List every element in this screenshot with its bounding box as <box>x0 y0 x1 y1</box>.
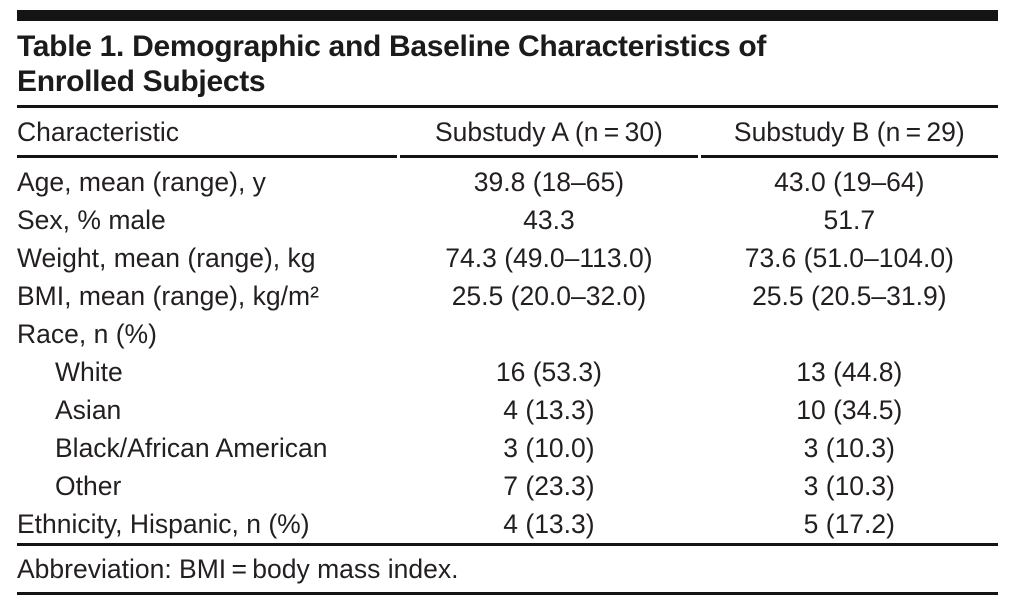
row-value-b: 43.0 (19–64) <box>774 167 925 197</box>
table-row-bmi: BMI, mean (range), kg/m² 25.5 (20.0–32.0… <box>17 277 998 315</box>
row-value-b <box>701 315 998 353</box>
row-label: Age, mean (range), y <box>17 167 266 197</box>
row-value-a: 39.8 (18–65) <box>473 167 625 197</box>
row-value-b: 73.6 (51.0–104.0) <box>744 243 954 273</box>
row-label: BMI, mean (range), kg/m² <box>17 281 319 311</box>
row-value-b: 13 (44.8) <box>796 357 903 387</box>
row-value-a: 16 (53.3) <box>495 357 602 387</box>
col-header-characteristic: Characteristic <box>17 108 398 158</box>
row-value-a: 4 (13.3) <box>503 395 595 425</box>
row-label: Sex, % male <box>17 205 166 235</box>
col-header-substudy-b: Substudy B (n = 29) <box>700 108 998 158</box>
table-row-race-black: Black/African American 3 (10.0) 3 (10.3) <box>17 429 998 467</box>
row-value-b: 25.5 (20.5–31.9) <box>752 281 947 311</box>
row-label: White <box>55 357 123 387</box>
top-rule-thick <box>17 10 998 21</box>
table-row-weight: Weight, mean (range), kg 74.3 (49.0–113.… <box>17 239 998 277</box>
row-label: Weight, mean (range), kg <box>17 243 316 273</box>
footnote-rule-top <box>17 543 998 546</box>
table-row-ethnicity: Ethnicity, Hispanic, n (%) 4 (13.3) 5 (1… <box>17 505 998 543</box>
row-value-b: 51.7 <box>823 205 876 235</box>
table-row-race-other: Other 7 (23.3) 3 (10.3) <box>17 467 998 505</box>
row-value-b: 5 (17.2) <box>803 509 895 539</box>
row-label: Race, n (%) <box>17 319 157 349</box>
row-label: Asian <box>55 395 122 425</box>
footnote: Abbreviation: BMI = body mass index. <box>17 554 459 584</box>
row-label: Other <box>55 471 122 501</box>
bottom-rule <box>17 592 998 595</box>
row-label: Black/African American <box>55 433 328 463</box>
table-row-age: Age, mean (range), y 39.8 (18–65) 43.0 (… <box>17 158 998 201</box>
demographics-table: Characteristic Substudy A (n = 30) Subst… <box>14 108 1001 543</box>
row-value-a: 3 (10.0) <box>503 433 595 463</box>
table-row-race-group: Race, n (%) <box>17 315 998 353</box>
row-value-b: 3 (10.3) <box>803 433 895 463</box>
row-value-a <box>400 315 697 353</box>
table-title: Table 1. Demographic and Baseline Charac… <box>17 30 767 98</box>
row-value-b: 10 (34.5) <box>796 395 903 425</box>
table-figure: Table 1. Demographic and Baseline Charac… <box>0 10 1015 595</box>
row-value-b: 3 (10.3) <box>803 471 895 501</box>
row-value-a: 7 (23.3) <box>503 471 595 501</box>
col-header-substudy-a: Substudy A (n = 30) <box>400 108 698 158</box>
title-rule <box>17 105 998 108</box>
table-row-sex: Sex, % male 43.3 51.7 <box>17 201 998 239</box>
table-row-race-white: White 16 (53.3) 13 (44.8) <box>17 353 998 391</box>
table-row-race-asian: Asian 4 (13.3) 10 (34.5) <box>17 391 998 429</box>
row-value-a: 4 (13.3) <box>503 509 595 539</box>
row-value-a: 43.3 <box>523 205 575 235</box>
row-value-a: 25.5 (20.0–32.0) <box>451 281 647 311</box>
row-value-a: 74.3 (49.0–113.0) <box>445 243 653 273</box>
header-row: Characteristic Substudy A (n = 30) Subst… <box>17 108 998 158</box>
row-label: Ethnicity, Hispanic, n (%) <box>17 509 310 539</box>
